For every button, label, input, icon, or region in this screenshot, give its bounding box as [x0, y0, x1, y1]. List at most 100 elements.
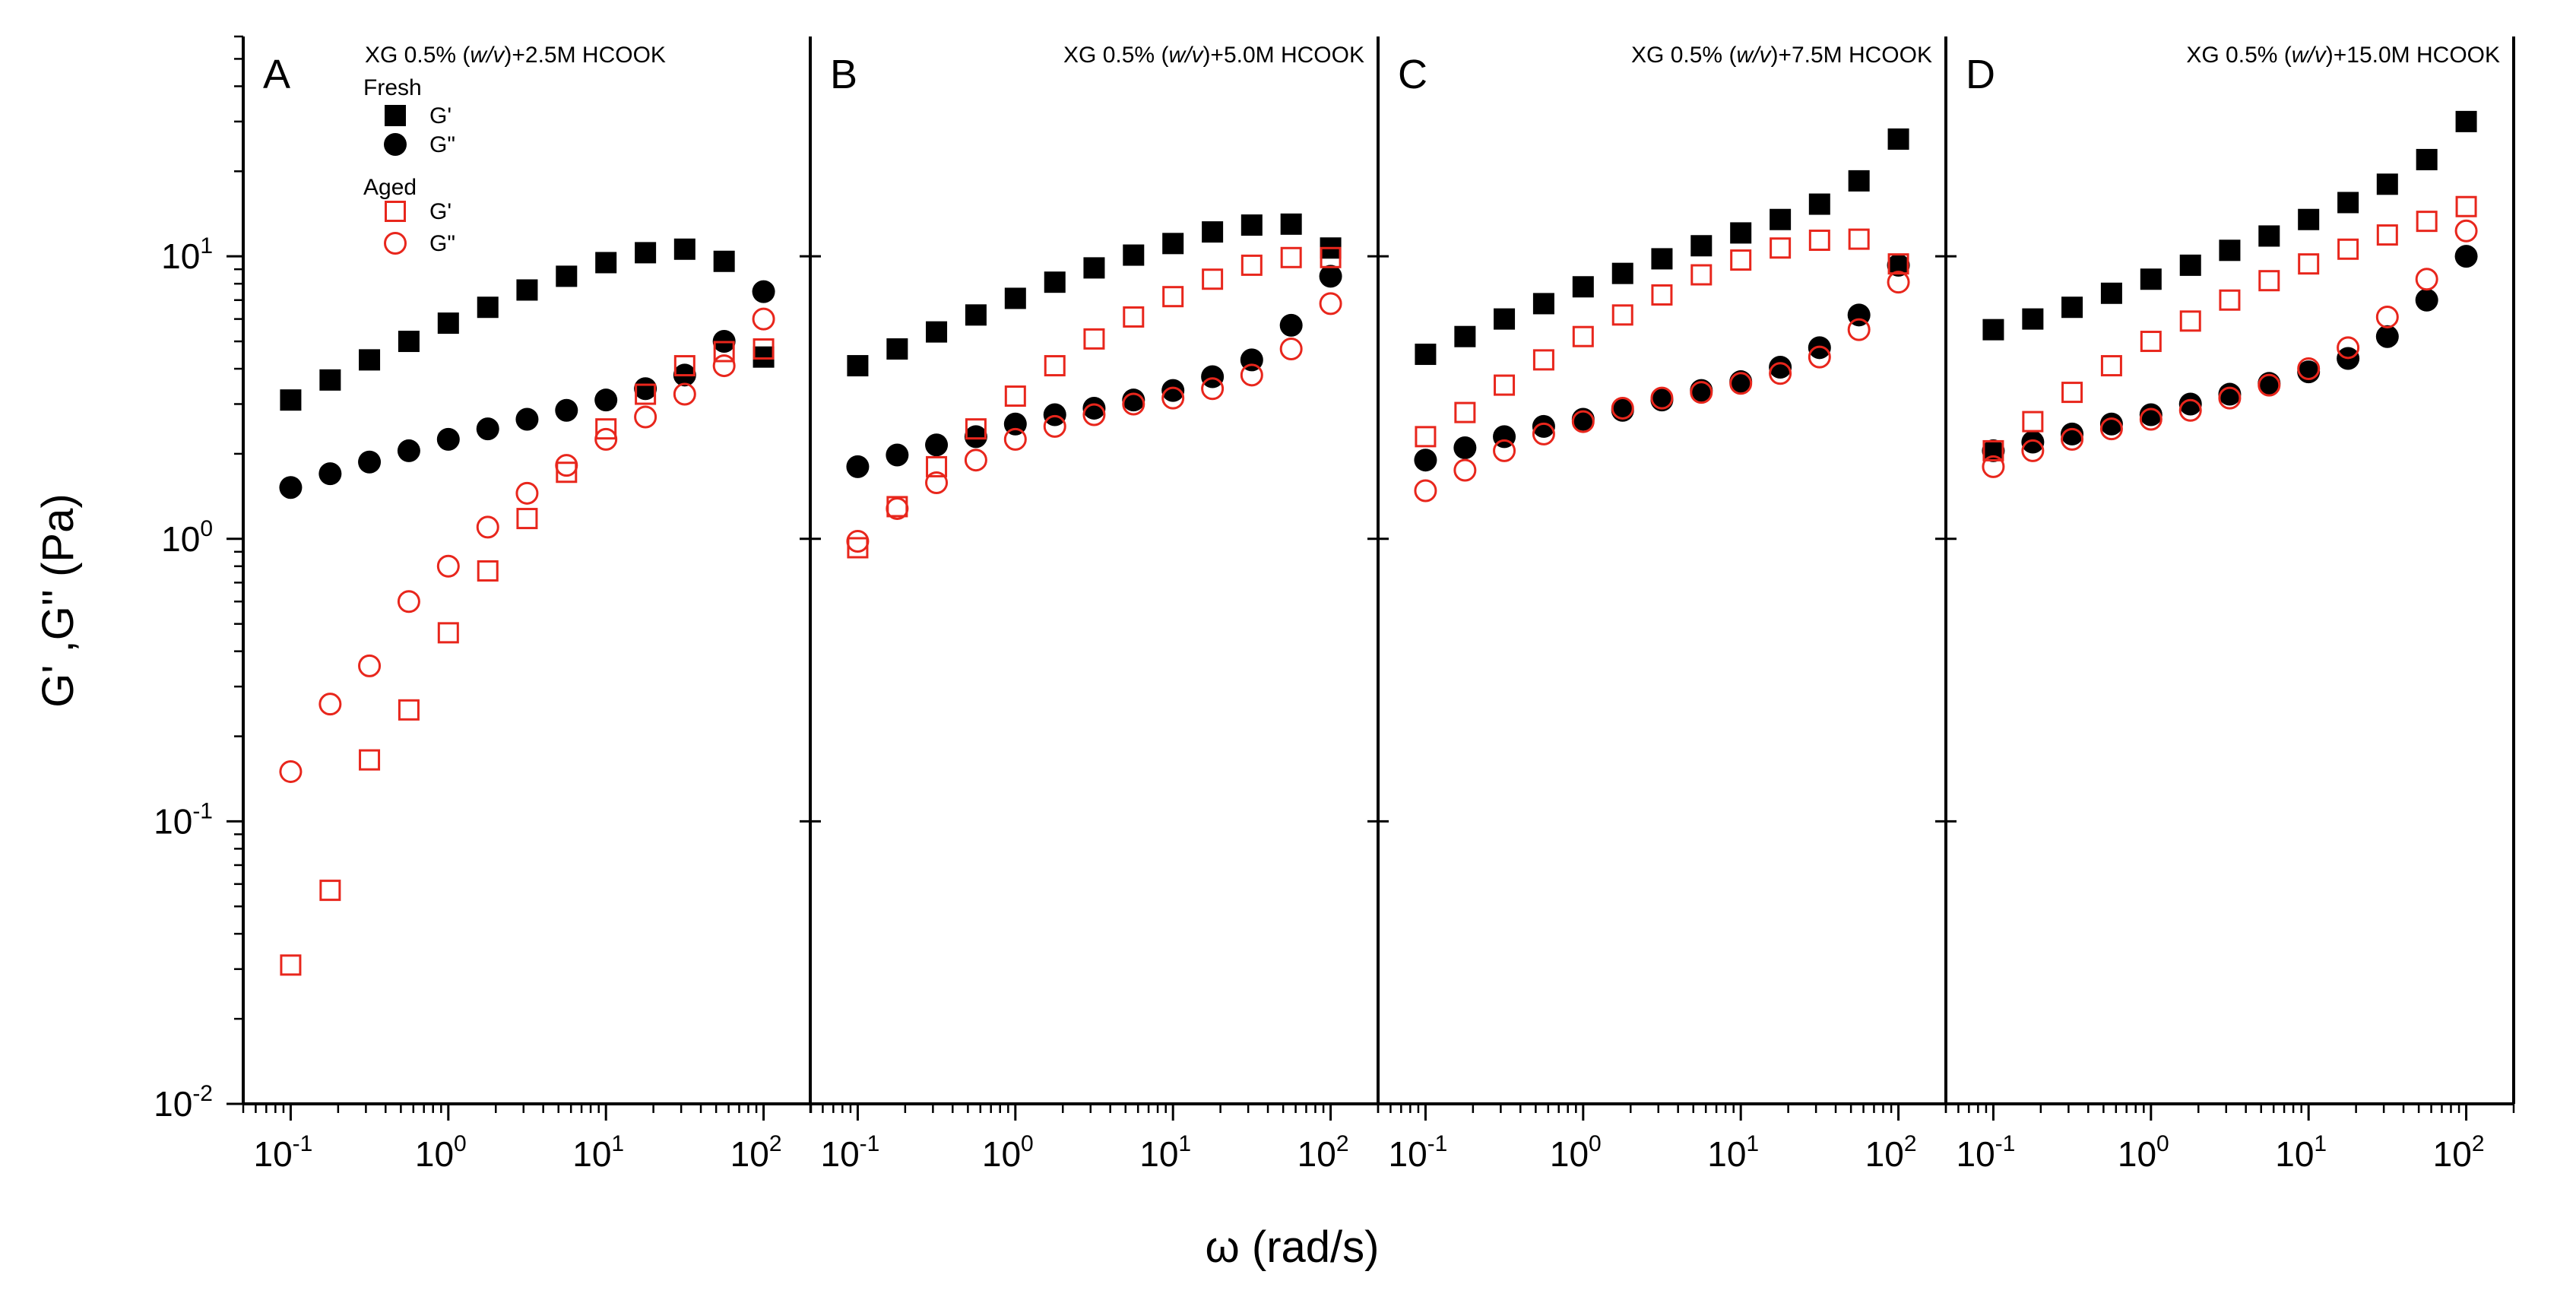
data-point-aged-gprime: [1415, 426, 1437, 448]
data-point-aged-gprime: [2100, 355, 2122, 377]
data-point-aged-gdoubleprime: [2218, 386, 2242, 410]
data-point-aged-gprime: [319, 880, 341, 902]
data-point-fresh-gprime: [2140, 268, 2162, 290]
data-point-aged-gprime: [1162, 286, 1184, 308]
x-tick-base: 10: [572, 1134, 611, 1174]
data-point-fresh-gprime: [2298, 208, 2320, 230]
data-point-fresh-gdoubleprime: [2061, 422, 2084, 445]
data-point-aged-gprime: [753, 338, 775, 360]
legend-entry-label: G": [429, 231, 455, 256]
y-tick-label: 100: [161, 516, 213, 559]
data-point-aged-gdoubleprime: [594, 427, 618, 451]
panel-title-italic: w/v: [2292, 43, 2327, 68]
data-point-aged-gprime: [1280, 246, 1302, 268]
panel-title-prefix: XG 0.5% (: [365, 43, 470, 68]
data-point-aged-gprime: [965, 418, 987, 440]
data-point-aged-gprime: [1572, 325, 1594, 347]
data-point-fresh-gprime: [1611, 262, 1633, 284]
data-point-aged-gprime: [398, 699, 420, 721]
data-point-aged-gdoubleprime: [886, 496, 909, 520]
data-point-fresh-gprime: [1004, 287, 1026, 309]
panel-title-italic: w/v: [1736, 43, 1772, 68]
data-point-fresh-gdoubleprime: [752, 280, 775, 303]
x-tick-exponent: 2: [1904, 1131, 1917, 1156]
data-point-fresh-gprime: [1123, 244, 1145, 266]
data-point-fresh-gprime: [1808, 193, 1830, 215]
x-tick-label: 101: [572, 1131, 624, 1174]
data-point-aged-gdoubleprime: [673, 382, 696, 406]
data-point-aged-gdoubleprime: [964, 449, 987, 472]
series-aged-gdoubleprime: [1414, 271, 1910, 503]
data-point-fresh-gprime: [2455, 110, 2477, 132]
x-tick-exponent: -1: [860, 1131, 880, 1156]
data-point-aged-gprime: [1982, 439, 2004, 461]
y-tick-label: 101: [161, 233, 213, 276]
panel-title-suffix: )+15.0M HCOOK: [2326, 43, 2500, 68]
x-tick-label: 102: [1865, 1131, 1917, 1174]
data-point-aged-gprime: [1202, 268, 1224, 290]
data-point-fresh-gprime: [2258, 225, 2280, 247]
legend-marker-open-square: [385, 201, 406, 222]
data-point-fresh-gprime: [1982, 319, 2004, 341]
data-point-fresh-gdoubleprime: [555, 398, 578, 422]
data-point-aged-gdoubleprime: [925, 471, 949, 494]
data-point-fresh-gprime: [1494, 308, 1516, 330]
data-point-fresh-gdoubleprime: [1453, 436, 1477, 460]
x-tick-base: 10: [1865, 1134, 1904, 1174]
series-fresh-gprime: [1982, 110, 2477, 341]
data-point-fresh-gdoubleprime: [1769, 356, 1792, 379]
data-point-aged-gprime: [2416, 211, 2438, 233]
data-point-aged-gdoubleprime: [1201, 377, 1225, 401]
data-point-fresh-gdoubleprime: [358, 450, 382, 474]
data-point-aged-gprime: [2061, 382, 2083, 404]
data-point-aged-gdoubleprime: [1161, 386, 1185, 410]
data-point-aged-gdoubleprime: [1887, 271, 1910, 294]
x-tick-base: 10: [1707, 1134, 1746, 1174]
data-point-aged-gdoubleprime: [358, 654, 382, 677]
data-point-aged-gdoubleprime: [1493, 439, 1516, 462]
panel-title-suffix: )+7.5M HCOOK: [1770, 43, 1932, 68]
data-point-fresh-gprime: [1240, 214, 1263, 236]
x-tick-label: 100: [2118, 1131, 2169, 1174]
data-point-aged-gdoubleprime: [2178, 398, 2202, 422]
data-point-aged-gprime: [1848, 228, 1870, 250]
data-point-aged-gprime: [1690, 264, 1713, 286]
x-tick-base: 10: [1139, 1134, 1178, 1174]
legend-entry-label: G': [429, 199, 452, 224]
x-tick-label: 101: [2275, 1131, 2327, 1174]
data-point-fresh-gdoubleprime: [318, 462, 342, 486]
x-tick-exponent: 0: [454, 1131, 467, 1156]
data-point-aged-gprime: [2022, 411, 2044, 433]
legend-group-title: Fresh: [363, 75, 422, 100]
data-point-aged-gdoubleprime: [2297, 357, 2321, 381]
data-point-aged-gdoubleprime: [1453, 458, 1477, 482]
panel-title-prefix: XG 0.5% (: [1631, 43, 1736, 68]
data-point-fresh-gdoubleprime: [2178, 392, 2202, 416]
x-tick-exponent: 1: [1746, 1131, 1759, 1156]
data-point-fresh-gprime: [319, 369, 341, 391]
panel-letter: B: [830, 52, 857, 97]
x-tick-label: 10-1: [820, 1131, 879, 1174]
data-point-aged-gprime: [635, 383, 657, 405]
data-point-fresh-gprime: [2022, 308, 2044, 330]
data-point-aged-gdoubleprime: [515, 481, 539, 505]
data-point-fresh-gprime: [1572, 276, 1594, 298]
data-point-aged-gprime: [1887, 253, 1909, 275]
x-tick-label: 101: [1707, 1131, 1759, 1174]
data-point-aged-gdoubleprime: [1532, 422, 1555, 445]
data-point-fresh-gprime: [2100, 282, 2122, 304]
y-tick-base: 10: [154, 801, 192, 841]
panel-title-suffix: )+2.5M HCOOK: [504, 43, 666, 68]
data-point-aged-gdoubleprime: [1690, 381, 1713, 404]
data-point-aged-gdoubleprime: [712, 354, 736, 378]
data-point-aged-gprime: [2337, 238, 2359, 260]
panel-title-prefix: XG 0.5% (: [2186, 43, 2291, 68]
x-tick-exponent: -1: [1995, 1131, 2016, 1156]
series-fresh-gprime: [1415, 128, 1909, 366]
data-point-aged-gprime: [1240, 254, 1263, 276]
y-tick-base: 10: [161, 519, 200, 559]
data-point-aged-gprime: [2455, 195, 2477, 217]
panel-title: XG 0.5% (w/v)+2.5M HCOOK: [365, 43, 666, 68]
data-point-aged-gdoubleprime: [1319, 292, 1342, 315]
